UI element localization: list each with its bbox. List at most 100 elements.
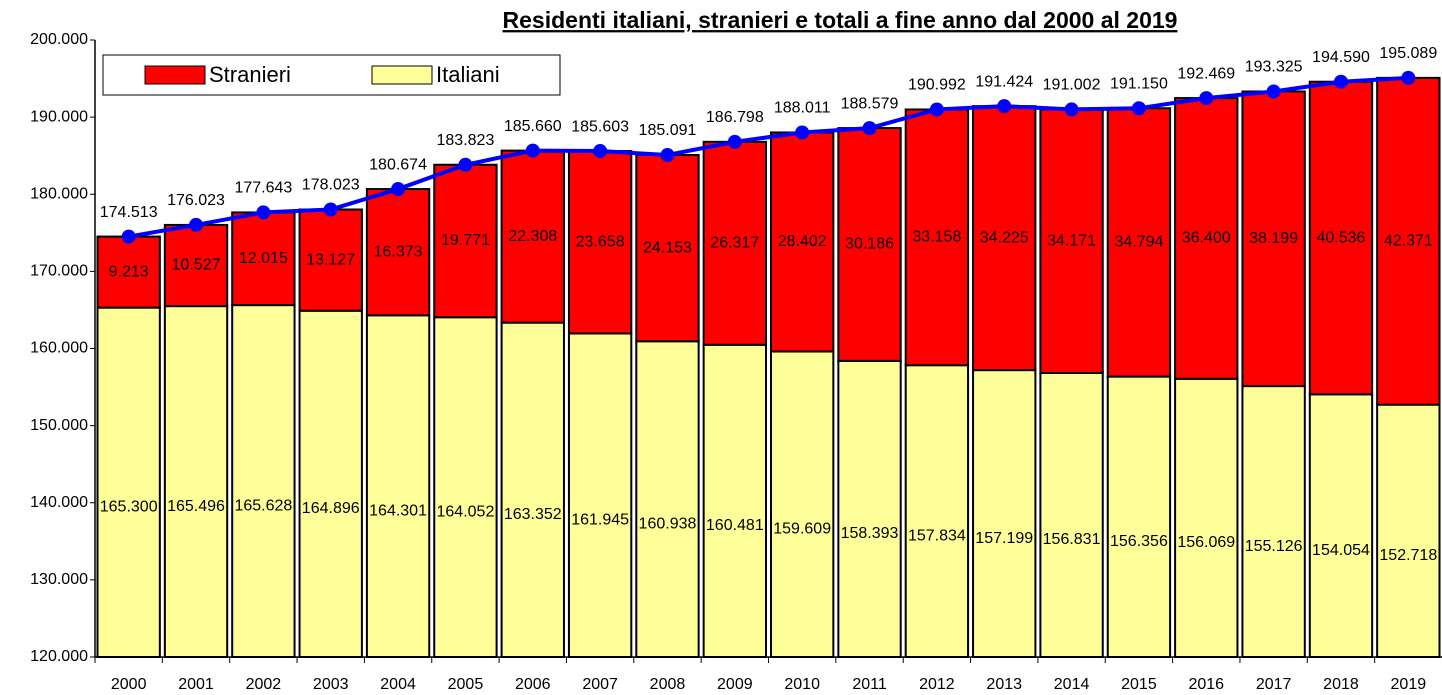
bar-value-label: 164.052	[437, 503, 495, 520]
bar-value-label: 34.171	[1047, 232, 1096, 249]
bar-value-label: 9.213	[109, 263, 149, 280]
bar-value-label: 160.938	[639, 515, 697, 532]
total-point	[458, 157, 473, 172]
total-value-label: 183.823	[437, 132, 495, 149]
total-point	[525, 143, 540, 158]
bar-segment	[433, 163, 498, 319]
x-tick-label: 2000	[111, 676, 147, 693]
x-tick-label: 2001	[178, 676, 214, 693]
bar-value-label: 33.158	[912, 229, 961, 246]
total-value-label: 195.089	[1379, 45, 1437, 62]
y-tick-label: 160.000	[30, 340, 88, 357]
total-value-label: 185.091	[639, 122, 697, 139]
total-value-label: 191.424	[975, 73, 1033, 90]
total-value-label: 178.023	[302, 177, 360, 194]
bar-value-label: 160.481	[706, 517, 764, 534]
x-tick-label: 2012	[919, 676, 955, 693]
bar-value-label: 26.317	[710, 235, 759, 252]
x-tick-label: 2011	[852, 676, 887, 693]
bar-value-label: 165.628	[234, 497, 292, 514]
bar-value-label: 10.527	[172, 257, 221, 274]
bar-value-label: 155.126	[1245, 538, 1303, 555]
bar-segment	[567, 150, 633, 335]
total-value-label: 185.603	[571, 118, 629, 135]
bar-value-label: 30.186	[845, 236, 894, 253]
bar-segment	[365, 314, 431, 658]
x-tick-label: 2014	[1054, 676, 1090, 693]
x-tick-label: 2004	[380, 676, 416, 693]
total-value-label: 185.660	[504, 118, 562, 135]
bar-segment	[567, 332, 633, 658]
x-tick-label: 2003	[313, 676, 349, 693]
bar-value-label: 19.771	[441, 232, 490, 249]
bar-segment	[1376, 76, 1441, 406]
x-tick-label: 2019	[1391, 676, 1427, 693]
y-tick-label: 170.000	[30, 263, 88, 280]
bar-value-label: 22.308	[508, 228, 557, 245]
bar-segment	[1308, 393, 1374, 658]
total-point	[795, 125, 810, 140]
x-tick-label: 2005	[448, 676, 484, 693]
total-value-label: 192.469	[1177, 65, 1235, 82]
bar-segment	[163, 305, 229, 658]
bar-value-label: 161.945	[571, 511, 629, 528]
total-point	[862, 121, 877, 136]
total-point	[593, 144, 608, 159]
bar-segment	[298, 309, 363, 658]
bar-value-label: 158.393	[841, 525, 899, 542]
total-point	[1266, 84, 1281, 99]
total-value-label: 193.325	[1245, 59, 1303, 76]
bar-value-label: 152.718	[1379, 547, 1437, 564]
bar-segment	[770, 131, 835, 353]
x-tick-label: 2008	[650, 676, 686, 693]
bar-segment	[231, 211, 296, 307]
x-tick-label: 2017	[1256, 676, 1292, 693]
x-tick-label: 2018	[1323, 676, 1359, 693]
x-tick-label: 2002	[246, 676, 282, 693]
bar-segment	[96, 306, 161, 658]
bar-value-label: 156.069	[1177, 534, 1235, 551]
total-value-label: 191.002	[1043, 77, 1101, 94]
total-point	[660, 147, 675, 162]
total-point	[256, 205, 271, 220]
bar-segment	[1106, 107, 1172, 378]
total-value-label: 174.513	[100, 204, 158, 221]
total-point	[929, 102, 944, 117]
y-tick-label: 150.000	[30, 417, 88, 434]
bar-value-label: 156.356	[1110, 533, 1168, 550]
x-tick-label: 2016	[1188, 676, 1224, 693]
total-point	[1199, 91, 1214, 106]
bar-value-label: 165.496	[167, 498, 225, 515]
bar-value-label: 159.609	[773, 520, 831, 537]
total-point	[1064, 102, 1079, 117]
bar-value-label: 163.352	[504, 506, 562, 523]
x-tick-label: 2010	[784, 676, 820, 693]
total-point	[1131, 101, 1146, 116]
bar-segment	[365, 188, 431, 317]
legend-swatch	[371, 65, 433, 85]
bar-segment	[635, 153, 700, 343]
total-point	[391, 182, 406, 197]
bar-value-label: 24.153	[643, 239, 692, 256]
total-point	[189, 217, 204, 232]
bar-value-label: 164.301	[369, 502, 427, 519]
y-tick-label: 120.000	[30, 648, 88, 665]
total-value-label: 177.643	[234, 180, 292, 197]
bar-value-label: 34.225	[980, 229, 1029, 246]
total-value-label: 194.590	[1312, 49, 1370, 66]
bar-value-label: 157.834	[908, 527, 966, 544]
bar-segment	[1241, 90, 1306, 388]
total-value-label: 180.674	[369, 156, 427, 173]
legend-label: Stranieri	[209, 62, 291, 87]
bar-segment	[702, 140, 768, 346]
bar-value-label: 38.199	[1249, 230, 1298, 247]
bar-value-label: 156.831	[1043, 531, 1101, 548]
bar-segment	[1174, 377, 1239, 658]
total-point	[323, 202, 338, 217]
bar-value-label: 42.371	[1384, 232, 1433, 249]
bar-value-label: 13.127	[306, 251, 355, 268]
bar-value-label: 28.402	[778, 233, 827, 250]
bar-segment	[635, 340, 700, 658]
